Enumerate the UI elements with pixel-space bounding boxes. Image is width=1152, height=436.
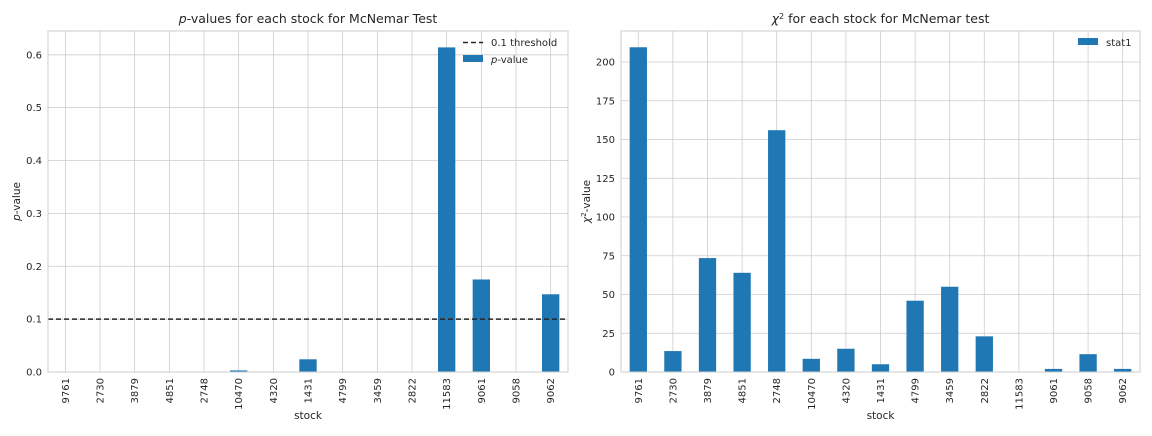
x-tick-label: 4851 [165,378,176,403]
bar [664,351,682,372]
x-axis-label: stock [294,410,323,422]
legend: stat1 [1078,38,1132,49]
x-tick-label: 2730 [96,378,107,403]
x-tick-label: 1431 [304,378,315,403]
chart-title: p-values for each stock for McNemar Test [178,11,438,26]
legend-threshold-label: 0.1 threshold [491,38,557,49]
x-tick-label: 9062 [1118,378,1129,403]
x-tick-label: 10470 [807,378,818,410]
x-tick-label: 11583 [1014,378,1025,410]
y-tick-label: 25 [602,329,615,340]
pvalue-chart: 0.0 0.1 0.2 0.3 0.4 0.5 0.6 9761 2730 3879 4851 274… [11,11,569,422]
x-tick-label: 11583 [442,378,453,410]
y-tick-label: 50 [602,290,615,301]
y-tick-label: 0.5 [26,103,42,114]
bar [299,359,317,372]
x-tick-label: 4851 [738,378,749,403]
plot-frame [47,30,569,373]
x-tick-label: 9761 [61,378,72,403]
x-tick-label: 2822 [980,378,991,403]
bar [941,286,959,372]
x-tick-label: 4320 [841,378,852,403]
y-tick-label: 0.1 [26,315,42,326]
bar [768,130,786,372]
bar [837,348,855,372]
bar [1044,368,1063,372]
bar [1114,368,1132,372]
y-tick-label: 100 [596,213,615,224]
x-tick-label: 3879 [703,378,714,403]
x-tick-label: 2748 [772,378,783,403]
bar [230,370,248,372]
bar [629,47,647,373]
x-tick-label: 9058 [1084,378,1095,403]
y-tick-label: 150 [596,135,615,146]
x-tick-label: 3879 [130,378,141,403]
x-tick-label: 10470 [234,378,245,410]
legend: 0.1 threshold p-value [463,38,557,66]
bar [802,358,820,372]
bar [906,300,924,372]
chart-title: χ2 for each stock for McNemar test [771,11,990,26]
x-tick-label: 2730 [668,378,679,403]
x-tick-label: 2748 [200,378,211,403]
y-tick-label: 0.2 [26,262,42,273]
y-axis-label: χ2-value [580,180,593,224]
y-tick-label: 200 [596,58,615,69]
legend-series-swatch [463,55,483,62]
bar [975,336,993,372]
x-tick-label: 3459 [373,378,384,403]
y-tick-label: 75 [602,251,615,262]
y-tick-label: 125 [596,174,615,185]
x-tick-label: 4799 [911,378,922,403]
x-tick-label: 9062 [546,378,557,403]
x-axis-label: stock [867,410,896,422]
legend-series-label: stat1 [1106,38,1132,49]
bar [542,294,560,372]
bar [1079,354,1097,372]
x-tick-label: 2822 [408,378,419,403]
x-tick-label: 3459 [945,378,956,403]
x-tick-label: 4320 [269,378,280,403]
y-axis-label: p-value [11,182,23,222]
x-tick-label: 9061 [477,378,488,403]
y-tick-label: 175 [596,96,615,107]
bar [871,364,890,372]
x-tick-label: 4799 [338,378,349,403]
legend-series-swatch [1078,38,1098,45]
x-tick-label: 9761 [634,378,645,403]
legend-series-label: p-value [490,55,528,66]
y-tick-label: 0.0 [26,368,42,379]
bar [733,272,751,372]
chi2-chart: 0 25 50 75 100 125 150 175 200 9761 2730 3879 4851 27… [580,11,1141,422]
x-tick-label: 9061 [1049,378,1060,403]
bar [698,258,717,372]
y-tick-label: 0.4 [26,156,42,167]
plot-frame [620,30,1141,373]
y-tick-label: 0.6 [26,50,42,61]
x-tick-label: 9058 [512,378,523,403]
bar [438,47,456,372]
y-tick-label: 0.3 [26,209,42,220]
bar [472,279,490,372]
x-tick-label: 1431 [876,378,887,403]
y-tick-label: 0 [609,368,615,379]
